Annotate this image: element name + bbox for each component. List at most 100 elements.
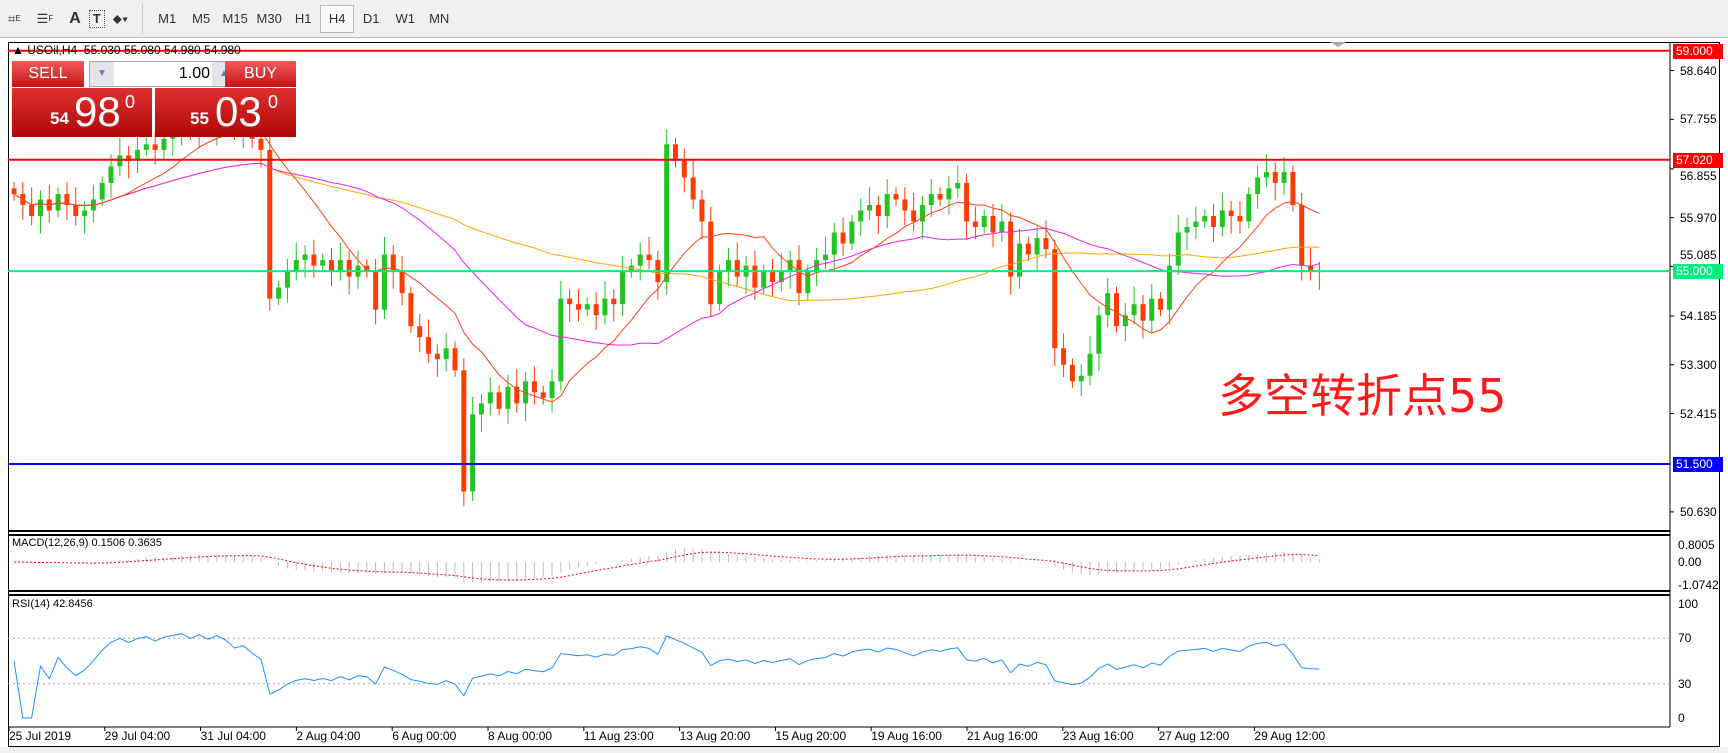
candle-body [1061, 348, 1067, 365]
lot-size-value[interactable]: 1.00 [178, 65, 210, 82]
timeframe-m30[interactable]: M30 [256, 11, 282, 26]
candle-body [972, 221, 978, 228]
candle-body [505, 386, 511, 409]
lot-decrease-button[interactable]: ▼ [90, 62, 114, 86]
macd-tick-label: 0.00 [1678, 555, 1702, 570]
sell-price-fraction: 0 [125, 92, 136, 112]
timeframe-m5[interactable]: M5 [192, 11, 211, 26]
candle-body [911, 210, 917, 222]
candle-body [611, 298, 617, 305]
fibonacci-fan-icon[interactable]: ☰ F [36, 10, 54, 26]
candle-body [426, 337, 432, 354]
timeframe-h1[interactable]: H1 [294, 11, 312, 26]
candle-body [390, 254, 396, 272]
candle-body [478, 403, 484, 415]
candle-body [814, 260, 820, 272]
candle-body [311, 254, 317, 266]
fibonacci-expansion-icon[interactable]: ⌗ E [8, 10, 21, 26]
candle-body [884, 193, 890, 216]
lot-size-input[interactable]: ▼ 1.00 ▲ [89, 61, 237, 87]
sell-button[interactable]: SELL [12, 61, 84, 87]
candle-body [1140, 304, 1146, 321]
candle-body [858, 210, 864, 222]
timeframe-m15[interactable]: M15 [222, 11, 248, 26]
candle-body [664, 144, 670, 283]
candle-body [1228, 210, 1234, 216]
candle-body [725, 260, 731, 272]
ohlc-readout: 55.030 55.080 54.980 54.980 [83, 43, 241, 57]
candle-body [1087, 353, 1093, 376]
buy-price-button[interactable]: 55 03 0 [155, 88, 296, 137]
candle-body [1043, 238, 1049, 250]
candle-body [152, 144, 158, 150]
candle-body [531, 381, 537, 393]
candle-body [1149, 298, 1155, 321]
text-label-icon[interactable]: T [88, 9, 105, 28]
candle-body [867, 204, 873, 211]
candle-body [796, 260, 802, 294]
candle-body [82, 210, 88, 216]
status-bar [0, 747, 1728, 753]
rsi-tick-label: 30 [1678, 676, 1692, 691]
time-tick-label: 23 Aug 16:00 [1062, 729, 1134, 743]
time-tick-label: 2 Aug 04:00 [296, 729, 361, 743]
rsi-tick-label: 0 [1678, 711, 1685, 725]
candle-body [284, 271, 290, 288]
candle-body [1255, 177, 1261, 194]
text-icon[interactable]: A [69, 9, 81, 27]
timeframe-w1[interactable]: W1 [395, 11, 415, 26]
candle-body [161, 138, 167, 150]
candle-body [1299, 204, 1305, 266]
chart-header: ▲ USOil,H4 55.030 55.080 54.980 54.980 [12, 43, 241, 57]
level-tag: 55.000 [1673, 264, 1723, 280]
candle-body [1114, 293, 1119, 327]
price-tick-label: 56.855 [1680, 168, 1717, 183]
candle-body [399, 271, 405, 294]
timeframe-h4[interactable]: H4 [320, 4, 355, 33]
candle-body [770, 271, 776, 283]
candle-body [487, 392, 493, 404]
candle-body [1184, 227, 1190, 233]
candle-body [514, 386, 520, 404]
candle-body [1166, 265, 1172, 310]
time-tick-label: 25 Jul 2019 [9, 729, 72, 743]
timeframe-m1[interactable]: M1 [158, 11, 177, 26]
candle-body [831, 232, 837, 255]
sell-price-pips: 98 [74, 88, 121, 135]
arrows-icon[interactable]: ⬥▾ [112, 10, 129, 26]
candle-body [893, 193, 899, 200]
candle-body [1025, 243, 1031, 255]
candle-body [990, 216, 996, 233]
price-tick-label: 55.085 [1680, 248, 1717, 263]
candle-body [99, 182, 105, 200]
candle-body [434, 353, 440, 360]
price-tick-label: 55.970 [1680, 210, 1717, 225]
toolbar-divider [142, 3, 144, 34]
candle-body [258, 138, 264, 150]
buy-button[interactable]: BUY [225, 61, 296, 87]
candle-body [822, 254, 828, 261]
buy-price-pips: 03 [215, 88, 262, 135]
candle-body [549, 381, 555, 398]
timeframe-d1[interactable]: D1 [362, 11, 380, 26]
price-tick-label: 57.755 [1680, 112, 1717, 127]
macd-tick-label: -1.0742 [1678, 578, 1719, 592]
toolbar: ⌗ E ☰ F A T ⬥▾ M1 M5 M15 M30 H1 H4 D1 W1 MN [0, 0, 1728, 38]
candle-body [805, 271, 811, 294]
candle-body [55, 193, 61, 211]
rsi-label: RSI(14) 42.8456 [12, 598, 93, 610]
time-tick-label: 29 Aug 12:00 [1254, 729, 1326, 743]
candle-body [1122, 315, 1128, 327]
candle-body [1246, 193, 1252, 222]
annotation-text: 多空转折点55 [1218, 369, 1507, 423]
candle-body [364, 265, 370, 272]
rsi-line [13, 633, 1320, 719]
time-tick-label: 27 Aug 12:00 [1158, 729, 1230, 743]
candle-body [267, 149, 273, 299]
sell-price-button[interactable]: 54 98 0 [12, 88, 152, 137]
candle-body [919, 204, 925, 222]
timeframe-mn[interactable]: MN [429, 11, 450, 26]
chart-window[interactable] [8, 42, 1720, 747]
candle-body [29, 204, 35, 216]
